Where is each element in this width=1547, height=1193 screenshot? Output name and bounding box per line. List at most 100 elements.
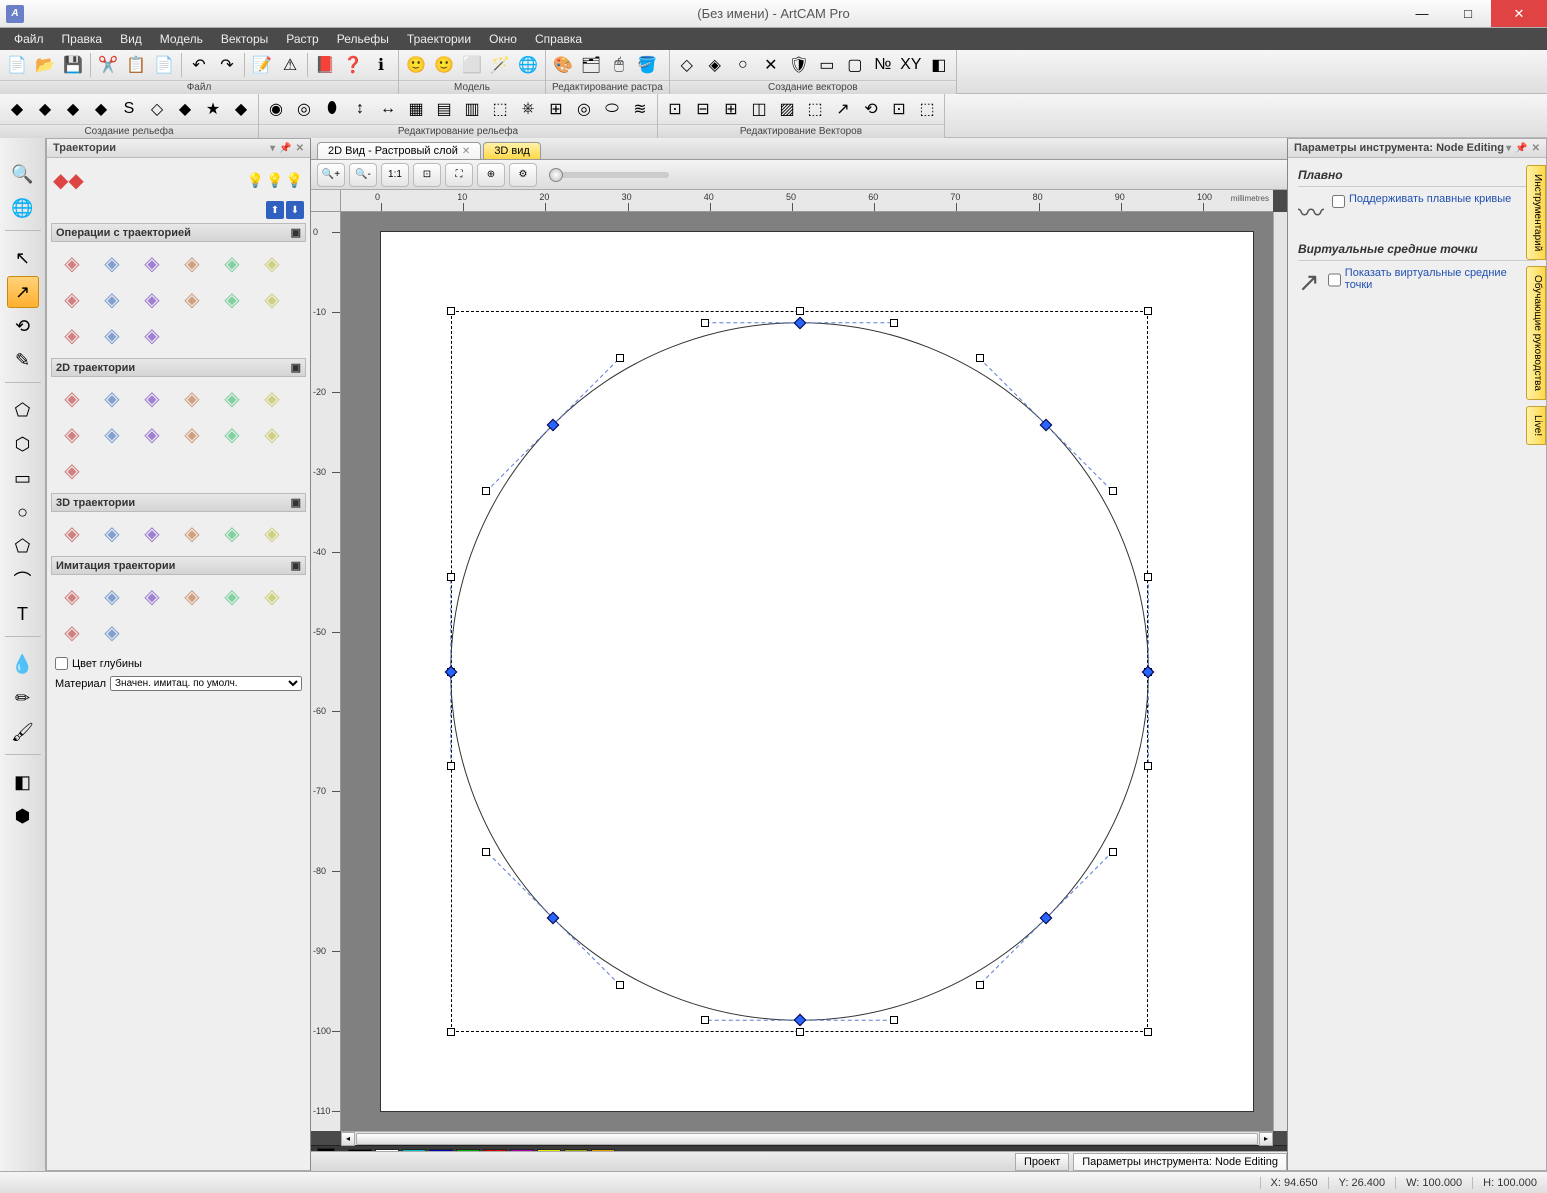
menu-модель[interactable]: Модель bbox=[152, 30, 211, 48]
menu-правка[interactable]: Правка bbox=[54, 30, 111, 48]
bezier-control-handle[interactable] bbox=[701, 1016, 709, 1024]
bezier-control-handle[interactable] bbox=[1109, 487, 1117, 495]
bulb2-icon[interactable]: 💡 bbox=[266, 172, 283, 189]
traj-op-0-14[interactable]: ◈ bbox=[133, 318, 171, 352]
side-tab[interactable]: Инструментарий bbox=[1526, 165, 1546, 260]
traj-up-button[interactable]: ⬆ bbox=[266, 201, 284, 219]
wiz-button[interactable]: 🪄 bbox=[487, 52, 513, 78]
traj-op-0-10[interactable]: ◈ bbox=[213, 282, 251, 316]
save-button[interactable]: 💾 bbox=[60, 52, 86, 78]
tool-rotate[interactable]: ⟲ bbox=[7, 310, 39, 342]
menu-траектории[interactable]: Траектории bbox=[399, 30, 479, 48]
shape2-button[interactable]: ◈ bbox=[702, 52, 728, 78]
traj-op-0-11[interactable]: ◈ bbox=[253, 282, 291, 316]
traj-op-1-10[interactable]: ◈ bbox=[213, 417, 251, 451]
side-tab[interactable]: Live! bbox=[1526, 406, 1546, 445]
e2-button[interactable]: ◎ bbox=[291, 96, 317, 122]
rp-checkbox[interactable] bbox=[1332, 195, 1345, 208]
traj-op-2-1[interactable]: ◈ bbox=[93, 516, 131, 550]
e9-button[interactable]: ⬚ bbox=[487, 96, 513, 122]
e8-button[interactable]: ▥ bbox=[459, 96, 485, 122]
traj-op-0-3[interactable]: ◈ bbox=[173, 246, 211, 280]
redo-button[interactable]: ↷ bbox=[214, 52, 240, 78]
traj-op-3-4[interactable]: ◈ bbox=[213, 579, 251, 613]
traj-op-2-2[interactable]: ◈ bbox=[133, 516, 171, 550]
tool-arc[interactable]: ⌒ bbox=[7, 564, 39, 596]
v8-button[interactable]: ⟲ bbox=[858, 96, 884, 122]
e7-button[interactable]: ▤ bbox=[431, 96, 457, 122]
vsel-button[interactable]: ⬚ bbox=[914, 96, 940, 122]
scroll-left-button[interactable]: ◂ bbox=[341, 1132, 355, 1146]
pick-button[interactable]: 🖱 bbox=[606, 52, 632, 78]
tool-stamp[interactable]: ⬢ bbox=[7, 800, 39, 832]
menu-справка[interactable]: Справка bbox=[527, 30, 590, 48]
traj-op-3-6[interactable]: ◈ bbox=[53, 615, 91, 649]
e12-button[interactable]: ◎ bbox=[571, 96, 597, 122]
v6-button[interactable]: ⬚ bbox=[802, 96, 828, 122]
tool-text[interactable]: T bbox=[7, 598, 39, 630]
new-button[interactable]: 📄 bbox=[4, 52, 30, 78]
rect-button[interactable]: ▭ bbox=[814, 52, 840, 78]
bezier-control-handle[interactable] bbox=[1144, 573, 1152, 581]
traj-op-3-1[interactable]: ◈ bbox=[93, 579, 131, 613]
bezier-control-handle[interactable] bbox=[447, 762, 455, 770]
tool-circle[interactable]: ○ bbox=[7, 496, 39, 528]
e6-button[interactable]: ▦ bbox=[403, 96, 429, 122]
traj-section-header[interactable]: Имитация траектории▣ bbox=[51, 556, 306, 575]
bezier-control-handle[interactable] bbox=[976, 354, 984, 362]
r3-button[interactable]: ◆ bbox=[60, 96, 86, 122]
tab-close-icon[interactable]: ✕ bbox=[462, 146, 470, 157]
tool-rect[interactable]: ▭ bbox=[7, 462, 39, 494]
help-button[interactable]: ❓ bbox=[340, 52, 366, 78]
rp-menu-icon[interactable]: ▾ bbox=[1506, 143, 1511, 154]
view-tab[interactable]: 3D вид bbox=[483, 142, 541, 159]
trajectories-panel-header[interactable]: Траектории ▾📌✕ bbox=[47, 139, 310, 158]
palette-button[interactable]: 🎨 bbox=[550, 52, 576, 78]
bezier-control-handle[interactable] bbox=[1144, 762, 1152, 770]
collapse-icon[interactable]: ▣ bbox=[291, 361, 301, 374]
open-button[interactable]: 📂 bbox=[32, 52, 58, 78]
rp-pin-icon[interactable]: 📌 bbox=[1515, 143, 1527, 154]
e5-button[interactable]: ↔ bbox=[375, 96, 401, 122]
globe-button[interactable]: 🌐 bbox=[515, 52, 541, 78]
tool-pen[interactable]: ✎ bbox=[7, 344, 39, 376]
traj-op-0-12[interactable]: ◈ bbox=[53, 318, 91, 352]
traj-op-0-6[interactable]: ◈ bbox=[53, 282, 91, 316]
face1-button[interactable]: 🙂 bbox=[403, 52, 429, 78]
traj-op-1-0[interactable]: ◈ bbox=[53, 381, 91, 415]
traj-op-0-1[interactable]: ◈ bbox=[93, 246, 131, 280]
v9-button[interactable]: ⊡ bbox=[886, 96, 912, 122]
traj-op-1-6[interactable]: ◈ bbox=[53, 417, 91, 451]
traj-op-1-7[interactable]: ◈ bbox=[93, 417, 131, 451]
bezier-control-handle[interactable] bbox=[447, 573, 455, 581]
traj-op-0-0[interactable]: ◈ bbox=[53, 246, 91, 280]
tool-params-header[interactable]: Параметры инструмента: Node Editing ▾📌✕ bbox=[1288, 139, 1546, 158]
tool-arrow[interactable]: ↖ bbox=[7, 242, 39, 274]
traj-op-3-2[interactable]: ◈ bbox=[133, 579, 171, 613]
traj-op-3-5[interactable]: ◈ bbox=[253, 579, 291, 613]
about-button[interactable]: ℹ bbox=[368, 52, 394, 78]
err-button[interactable]: ⚠ bbox=[277, 52, 303, 78]
collapse-icon[interactable]: ▣ bbox=[291, 226, 301, 239]
traj-op-1-8[interactable]: ◈ bbox=[133, 417, 171, 451]
view-zoom1-button[interactable]: 1:1 bbox=[381, 163, 409, 187]
xy-button[interactable]: XY bbox=[898, 52, 924, 78]
e3-button[interactable]: ⬮ bbox=[319, 96, 345, 122]
traj-op-3-7[interactable]: ◈ bbox=[93, 615, 131, 649]
traj-op-1-2[interactable]: ◈ bbox=[133, 381, 171, 415]
traj-op-1-12[interactable]: ◈ bbox=[53, 453, 91, 487]
traj-op-0-7[interactable]: ◈ bbox=[93, 282, 131, 316]
bezier-control-handle[interactable] bbox=[616, 981, 624, 989]
traj-op-2-3[interactable]: ◈ bbox=[173, 516, 211, 550]
box-button[interactable]: ▢ bbox=[842, 52, 868, 78]
traj-op-0-2[interactable]: ◈ bbox=[133, 246, 171, 280]
collapse-icon[interactable]: ▣ bbox=[291, 559, 301, 572]
bezier-control-handle[interactable] bbox=[890, 319, 898, 327]
traj-op-0-13[interactable]: ◈ bbox=[93, 318, 131, 352]
tool-drop[interactable]: 💧 bbox=[7, 648, 39, 680]
traj-section-header[interactable]: 2D траектории▣ bbox=[51, 358, 306, 377]
bulb3-icon[interactable]: 💡 bbox=[286, 172, 303, 189]
side-tab[interactable]: Обучающие руководства bbox=[1526, 266, 1546, 400]
zoom-slider[interactable] bbox=[549, 172, 669, 178]
rp-close-icon[interactable]: ✕ bbox=[1532, 143, 1540, 154]
